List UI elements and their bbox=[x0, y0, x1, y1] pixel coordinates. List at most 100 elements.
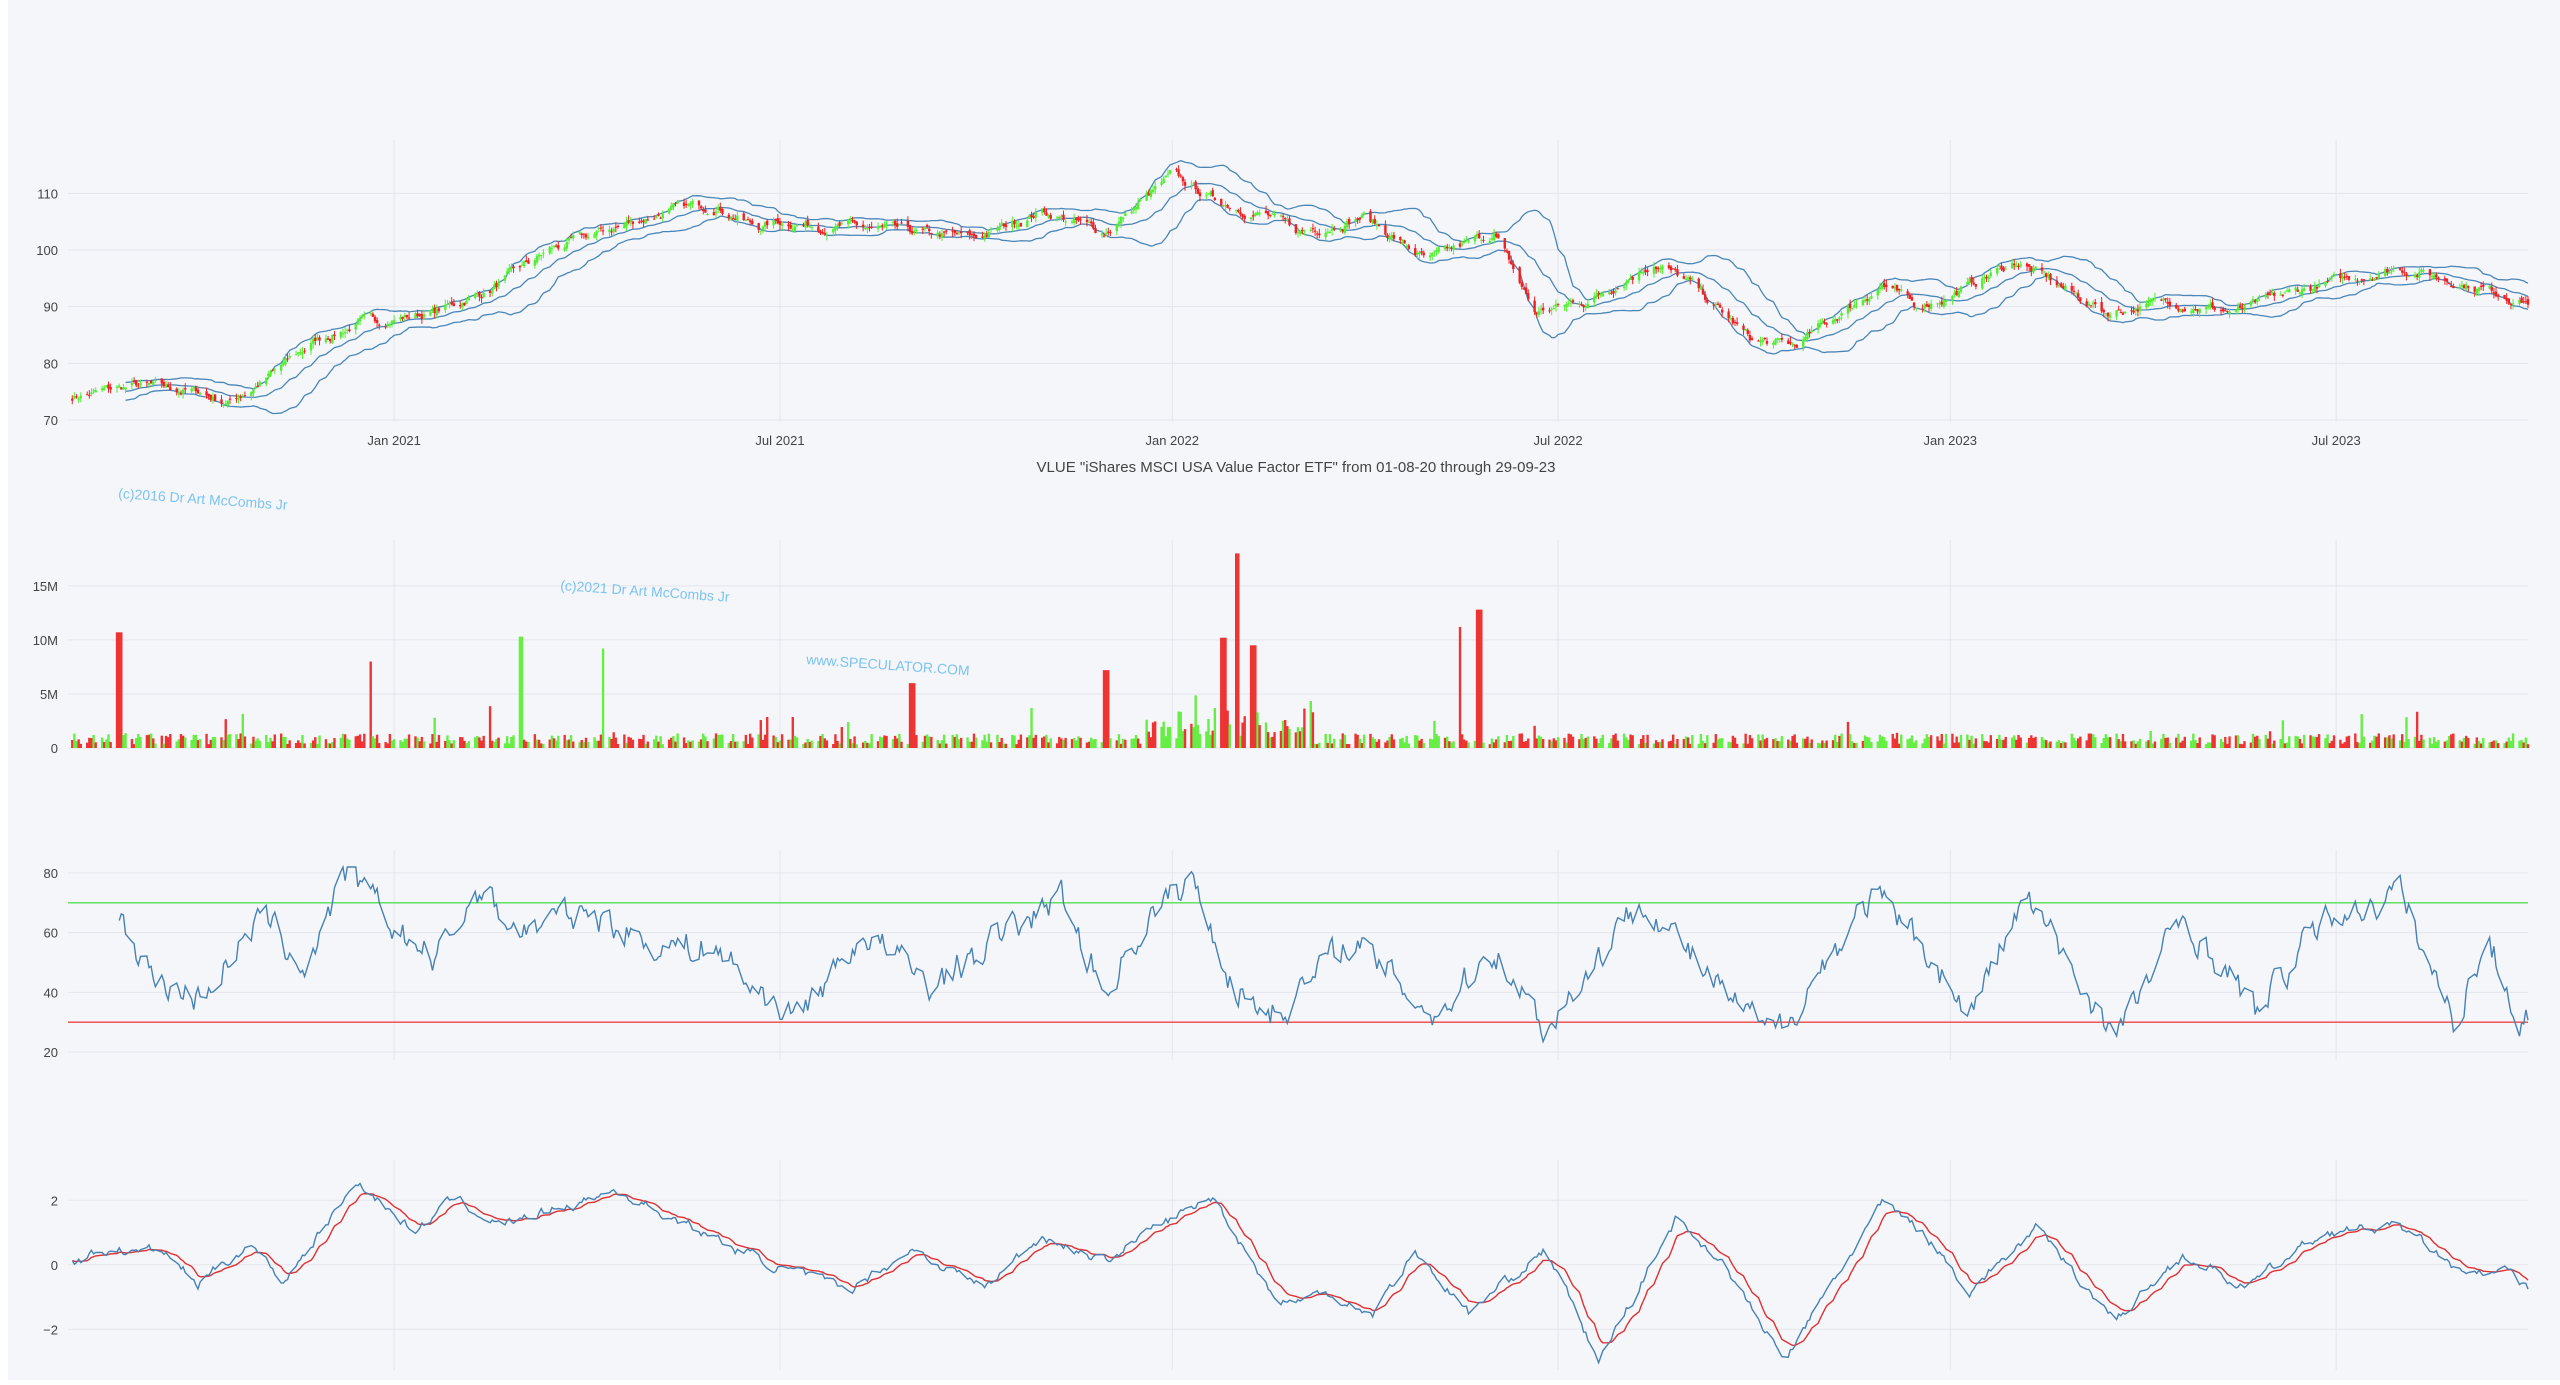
volume-bar bbox=[1090, 737, 1093, 748]
volume-bar bbox=[194, 734, 198, 748]
volume-bar bbox=[482, 735, 485, 748]
candle-body bbox=[1388, 236, 1391, 240]
candle-body bbox=[627, 220, 630, 223]
candle-body bbox=[1599, 294, 1602, 296]
volume-bar bbox=[2239, 743, 2242, 748]
candle-body bbox=[1075, 218, 1078, 220]
volume-bar bbox=[1055, 743, 1059, 748]
volume-bar bbox=[1885, 740, 1888, 748]
volume-bar bbox=[135, 738, 138, 748]
candle-body bbox=[1181, 177, 1185, 182]
volume-bar bbox=[608, 737, 611, 748]
candle-body bbox=[1831, 320, 1835, 324]
volume-bar bbox=[580, 739, 583, 748]
volume-bar bbox=[1569, 734, 1573, 748]
candle-body bbox=[2462, 285, 2466, 289]
candle-body bbox=[595, 231, 598, 236]
volume-bar bbox=[584, 737, 588, 748]
volume-bar bbox=[685, 743, 688, 748]
candle-body bbox=[2057, 284, 2061, 287]
candle-body bbox=[614, 226, 618, 228]
volume-bar bbox=[2462, 737, 2466, 748]
candle-body bbox=[2258, 296, 2261, 298]
candle-body bbox=[2386, 268, 2389, 273]
volume-bar bbox=[269, 737, 272, 748]
candle-body bbox=[1345, 221, 1349, 228]
bollinger-upper-band bbox=[125, 160, 2529, 390]
volume-bar bbox=[565, 740, 569, 748]
candle-body bbox=[2473, 286, 2476, 292]
volume-bar bbox=[1746, 743, 1749, 748]
candle-body bbox=[989, 228, 993, 230]
candle-body bbox=[465, 300, 468, 304]
candle-body bbox=[1625, 282, 1628, 286]
volume-bar bbox=[1661, 739, 1664, 748]
volume-bar bbox=[256, 738, 259, 748]
candle-body bbox=[2219, 310, 2223, 312]
candle-body bbox=[1160, 182, 1163, 185]
volume-bar bbox=[806, 738, 809, 748]
volume-bar bbox=[1226, 710, 1229, 748]
candle-body bbox=[341, 333, 345, 335]
volume-bar bbox=[1339, 739, 1342, 748]
candle-body bbox=[983, 235, 986, 239]
candle-body bbox=[1399, 237, 1402, 241]
volume-bar bbox=[2358, 742, 2361, 748]
candle-body bbox=[2315, 286, 2319, 289]
candle-body bbox=[1040, 208, 1044, 213]
volume-bar bbox=[1742, 743, 1745, 748]
candle-body bbox=[1490, 237, 1494, 240]
candle-body bbox=[1942, 300, 1946, 307]
candle-body bbox=[699, 206, 703, 209]
candle-body bbox=[638, 221, 641, 223]
candle-body bbox=[2138, 306, 2142, 311]
volume-bar bbox=[1697, 743, 1700, 748]
candle-body bbox=[612, 228, 615, 232]
candle-body bbox=[478, 292, 481, 297]
volume-bar bbox=[1897, 743, 1901, 748]
volume-bar bbox=[1731, 735, 1735, 748]
volume-bar bbox=[2420, 734, 2423, 748]
candle-body bbox=[2407, 276, 2410, 278]
volume-bar bbox=[593, 737, 596, 748]
candle-body bbox=[1565, 304, 1568, 308]
candle-body bbox=[518, 266, 522, 268]
candle-body bbox=[209, 395, 213, 400]
candle-body bbox=[1237, 209, 1240, 212]
volume-bar bbox=[1399, 738, 1402, 748]
volume-bar bbox=[631, 739, 635, 748]
volume-bar bbox=[1234, 553, 1238, 748]
candle-body bbox=[420, 314, 424, 320]
volume-bar bbox=[420, 736, 424, 748]
candle-body bbox=[160, 378, 163, 384]
volume-bar bbox=[1642, 735, 1645, 748]
candle-body bbox=[928, 228, 931, 232]
volume-bar bbox=[791, 716, 794, 748]
candle-body bbox=[535, 255, 539, 263]
candle-body bbox=[452, 303, 456, 307]
volume-bar bbox=[2298, 738, 2302, 748]
volume-bar bbox=[90, 738, 93, 748]
volume-bar bbox=[1373, 739, 1376, 748]
volume-bar bbox=[1808, 742, 1811, 748]
volume-bar bbox=[2149, 730, 2152, 748]
volume-bar bbox=[542, 743, 545, 748]
volume-bar bbox=[2079, 736, 2082, 748]
volume-bar bbox=[339, 737, 343, 748]
candle-body bbox=[1876, 289, 1880, 296]
candle-body bbox=[1303, 230, 1306, 232]
candle-body bbox=[1149, 190, 1153, 198]
volume-bar bbox=[595, 740, 598, 748]
volume-bar bbox=[2226, 743, 2229, 748]
candle-body bbox=[1524, 287, 1528, 294]
volume-bar bbox=[2089, 733, 2093, 748]
candle-body bbox=[1612, 290, 1615, 294]
volume-bar bbox=[682, 737, 686, 748]
candle-body bbox=[491, 289, 494, 294]
candle-body bbox=[2025, 263, 2029, 267]
volume-bar bbox=[71, 739, 74, 748]
candle-body bbox=[1047, 214, 1050, 218]
candle-body bbox=[1981, 278, 1984, 289]
volume-bar bbox=[1851, 741, 1854, 748]
volume-bar bbox=[1196, 724, 1200, 748]
